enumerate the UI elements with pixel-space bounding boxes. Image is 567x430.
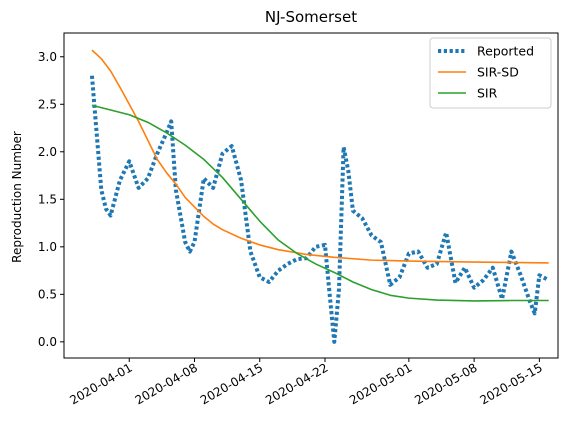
series-line-sir-sd (91, 49, 549, 264)
y-tick-label: 2.0 (38, 145, 57, 159)
legend-label: SIR-SD (477, 65, 519, 80)
y-tick-label: 0.0 (38, 335, 57, 349)
x-tick-label: 2020-04-15 (198, 360, 265, 407)
legend-label: SIR (477, 86, 498, 101)
y-tick-label: 1.5 (38, 192, 57, 206)
x-tick-label: 2020-05-01 (347, 360, 414, 407)
legend-box (429, 37, 552, 109)
series-line-reported (89, 75, 550, 344)
x-tick-label: 2020-04-01 (67, 360, 134, 407)
legend: Reported SIR-SD SIR (429, 37, 552, 109)
y-tick-label: 2.5 (38, 97, 57, 111)
x-tick-label: 2020-05-08 (412, 360, 479, 407)
y-tick-label: 0.5 (38, 287, 57, 301)
y-axis-label: Reproduction Number (10, 131, 24, 263)
x-tick-label: 2020-04-22 (263, 360, 330, 407)
series-line-sir (91, 104, 549, 302)
x-tick-label: 2020-05-15 (477, 360, 544, 407)
y-tick-label: 3.0 (38, 50, 57, 64)
x-tick-label: 2020-04-08 (133, 360, 200, 407)
plot-area (89, 49, 550, 344)
chart-title: NJ-Somerset (265, 8, 357, 26)
y-tick-label: 1.0 (38, 240, 57, 254)
axes-frame (63, 32, 559, 359)
legend-label: Reported (477, 44, 534, 59)
